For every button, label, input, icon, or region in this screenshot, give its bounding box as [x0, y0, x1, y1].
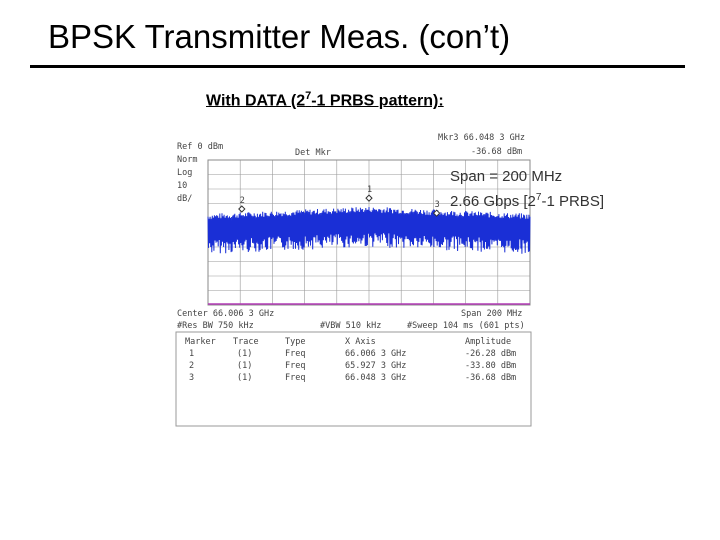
marker-table-cell: Freq	[285, 349, 305, 359]
span-label: Span 200 MHz	[461, 309, 522, 319]
center-freq-label: Center 66.006 3 GHz	[177, 309, 274, 319]
marker-readout-freq: Mkr3 66.048 3 GHz	[438, 133, 525, 143]
marker-table-cell: -26.28 dBm	[465, 349, 516, 359]
marker-table-cell: -33.80 dBm	[465, 361, 516, 371]
marker-table-header: Marker	[185, 337, 216, 347]
marker-3-label: 3	[435, 200, 440, 210]
marker-table-cell: (1)	[237, 361, 252, 371]
marker-table: Marker Trace Type X Axis Amplitude 1 (1) Freq 66…	[185, 337, 516, 383]
subtitle-exponent: 7	[305, 90, 312, 102]
slide-subtitle: With DATA (27-1 PRBS pattern):	[206, 90, 444, 110]
marker-table-cell: 1	[189, 349, 194, 359]
spectrum-analyzer-display: Ref 0 dBm Norm Log 10 dB/ Det Mkr Mkr3 6…	[175, 133, 532, 427]
title-underline	[30, 65, 685, 68]
scale-unit-label: dB/	[177, 194, 192, 204]
spectrum-analyzer-screenshot: Ref 0 dBm Norm Log 10 dB/ Det Mkr Mkr3 6…	[175, 132, 532, 427]
scale-value-label: 10	[177, 181, 187, 191]
marker-table-cell: Freq	[285, 361, 305, 371]
detector-label: Det Mkr	[295, 148, 331, 158]
spectrum-trace	[207, 206, 531, 254]
marker-table-cell: -36.68 dBm	[465, 373, 516, 383]
rate-text-post: -1 PRBS]	[541, 193, 604, 210]
marker-table-cell: Freq	[285, 373, 305, 383]
subtitle-text-pre: With DATA (2	[206, 92, 306, 110]
marker-table-cell: (1)	[237, 373, 252, 383]
marker-table-cell: 3	[189, 373, 194, 383]
subtitle-text-post: -1 PRBS pattern):	[311, 92, 444, 110]
marker-table-cell: 66.006 3 GHz	[345, 349, 406, 359]
marker-table-cell: 66.048 3 GHz	[345, 373, 406, 383]
sweep-label: #Sweep 104 ms (601 pts)	[407, 321, 525, 331]
marker-table-header: X Axis	[345, 337, 376, 347]
marker-table-cell: 2	[189, 361, 194, 371]
slide-title: BPSK Transmitter Meas. (con’t)	[48, 18, 511, 55]
marker-readout-amp: -36.68 dBm	[471, 147, 522, 157]
marker-1-diamond	[365, 194, 373, 202]
ref-level-label: Ref 0 dBm	[177, 142, 223, 152]
marker-3-diamond	[432, 209, 441, 217]
marker-table-header: Trace	[233, 337, 259, 347]
res-bw-label: #Res BW 750 kHz	[177, 321, 254, 331]
marker-table-frame	[175, 331, 532, 427]
span-annotation: Span = 200 MHz	[450, 168, 563, 185]
vbw-label: #VBW 510 kHz	[320, 321, 381, 331]
marker-table-header: Amplitude	[465, 337, 511, 347]
rate-exponent: 7	[535, 192, 542, 203]
marker-1-label: 1	[367, 185, 372, 195]
marker-2-diamond	[238, 205, 246, 213]
marker-table-header: Type	[285, 337, 305, 347]
marker-2-label: 2	[240, 196, 245, 206]
marker-table-cell: 65.927 3 GHz	[345, 361, 406, 371]
span-rate-annotation: Span = 200 MHz 2.66 Gbps [27-1 PRBS]	[450, 166, 604, 212]
marker-group: 1 2 3	[238, 185, 441, 217]
mode-label: Norm	[177, 155, 197, 165]
scale-type-label: Log	[177, 168, 192, 178]
marker-table-cell: (1)	[237, 349, 252, 359]
rate-text-pre: 2.66 Gbps [2	[450, 193, 536, 210]
rate-annotation: 2.66 Gbps [27-1 PRBS]	[450, 187, 604, 212]
